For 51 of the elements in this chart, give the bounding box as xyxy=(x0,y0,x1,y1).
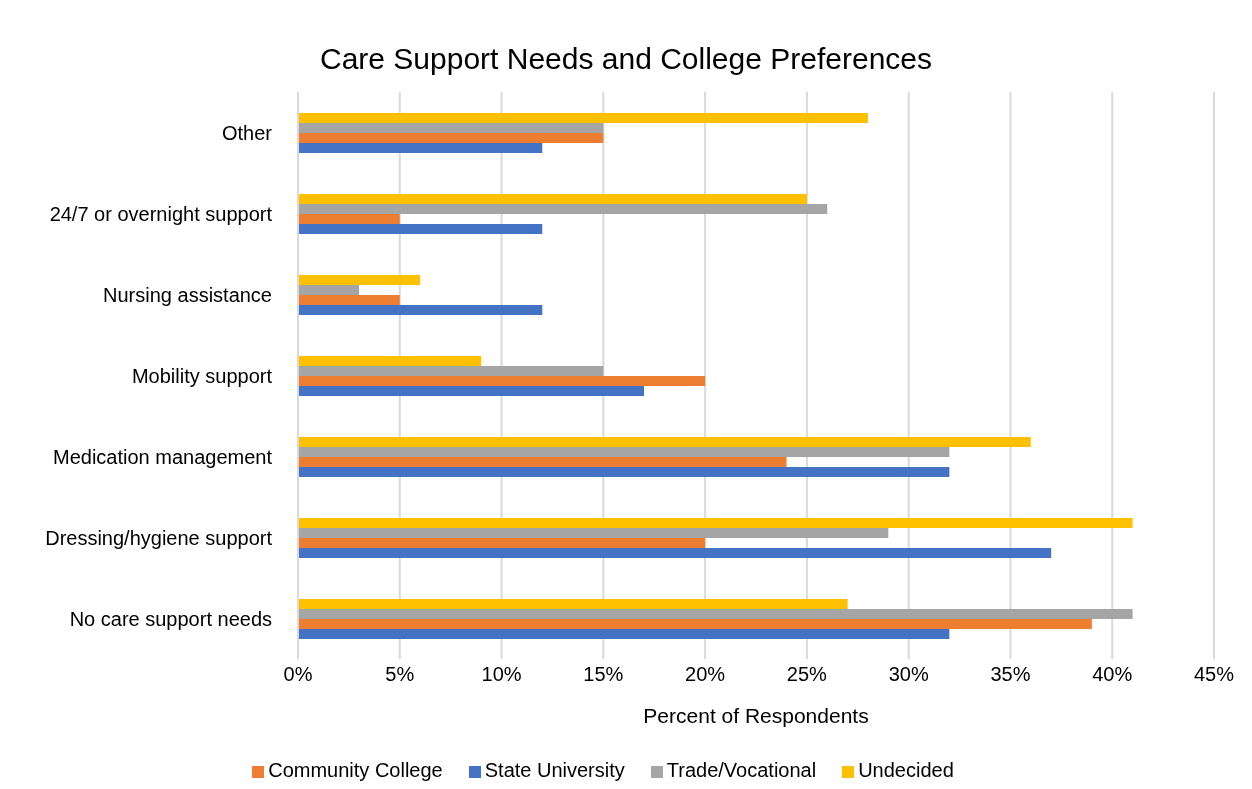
y-tick-label: Mobility support xyxy=(131,364,273,387)
bar xyxy=(298,599,848,610)
bar xyxy=(298,467,950,478)
x-tick-label: 45% xyxy=(1193,663,1235,686)
x-tick-label: 40% xyxy=(1092,663,1133,686)
bar xyxy=(298,518,1133,529)
x-tick-label: 10% xyxy=(481,663,522,686)
bar xyxy=(298,275,421,286)
y-tick-label: No care support needs xyxy=(69,607,272,630)
legend-label: Undecided xyxy=(858,759,954,781)
bar xyxy=(298,285,360,296)
y-tick-label: Medication management xyxy=(52,445,273,468)
bar xyxy=(298,123,604,134)
y-tick-label: 24/7 or overnight support xyxy=(49,202,273,225)
bar xyxy=(298,143,543,154)
bar xyxy=(298,437,1031,448)
x-tick-label: 5% xyxy=(385,663,415,686)
bar xyxy=(298,548,1052,559)
x-tick-label: 15% xyxy=(583,663,624,686)
bar xyxy=(298,386,645,397)
x-tick-label: 20% xyxy=(685,663,726,686)
x-tick-label: 35% xyxy=(990,663,1031,686)
bar xyxy=(298,366,604,377)
bar xyxy=(298,629,950,640)
bar xyxy=(298,538,706,549)
y-tick-label: Dressing/hygiene support xyxy=(45,526,273,549)
y-tick-label: Other xyxy=(221,121,273,144)
x-tick-label: 0% xyxy=(283,663,313,686)
legend-label: Community College xyxy=(268,759,443,781)
legend-label: State University xyxy=(484,759,625,781)
bar xyxy=(298,457,787,468)
bar xyxy=(298,528,889,539)
y-tick-label: Nursing assistance xyxy=(103,283,272,306)
bar xyxy=(298,214,400,225)
bar xyxy=(298,113,868,124)
bar xyxy=(298,133,604,144)
bar xyxy=(298,224,543,235)
bar xyxy=(298,376,706,387)
x-tick-label: 30% xyxy=(888,663,929,686)
x-axis-title: Percent of Respondents xyxy=(643,704,869,727)
x-tick-label: 25% xyxy=(786,663,828,686)
chart-title: Care Support Needs and College Preferences xyxy=(319,41,933,77)
bar xyxy=(298,305,543,316)
bar xyxy=(298,609,1133,620)
bar xyxy=(298,447,950,458)
legend-label: Trade/Vocational xyxy=(666,759,817,781)
bar xyxy=(298,204,828,215)
bar xyxy=(298,356,482,367)
bar xyxy=(298,295,400,306)
bar xyxy=(298,194,807,205)
bar xyxy=(298,619,1092,630)
